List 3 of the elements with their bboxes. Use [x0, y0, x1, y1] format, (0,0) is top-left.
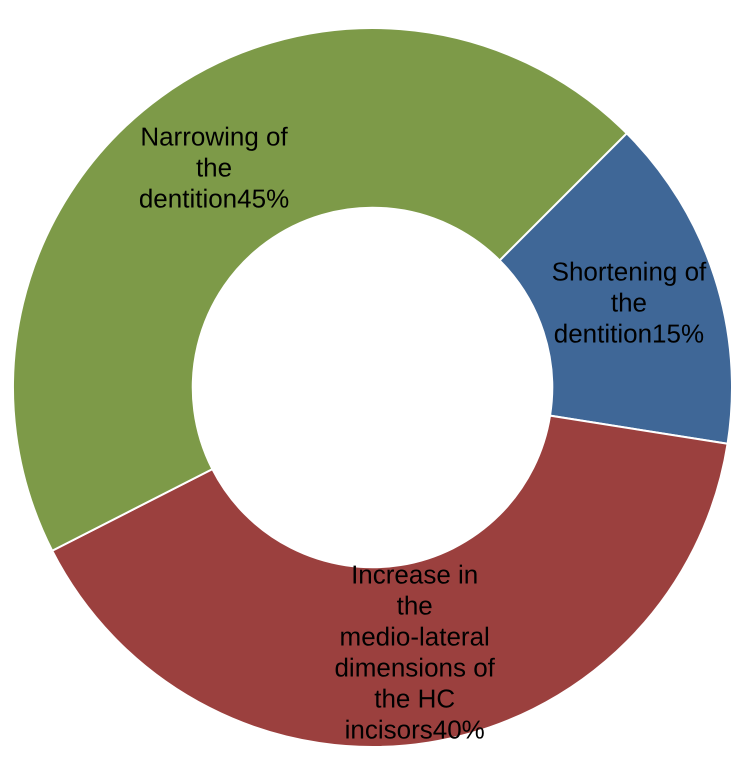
slice-label: Narrowing of the dentition45%	[138, 122, 290, 214]
slice-label: Shortening of the dentition15%	[552, 256, 708, 348]
slice-label: Increase in the medio-lateral dimensions of the HC incisors40%	[334, 559, 496, 744]
